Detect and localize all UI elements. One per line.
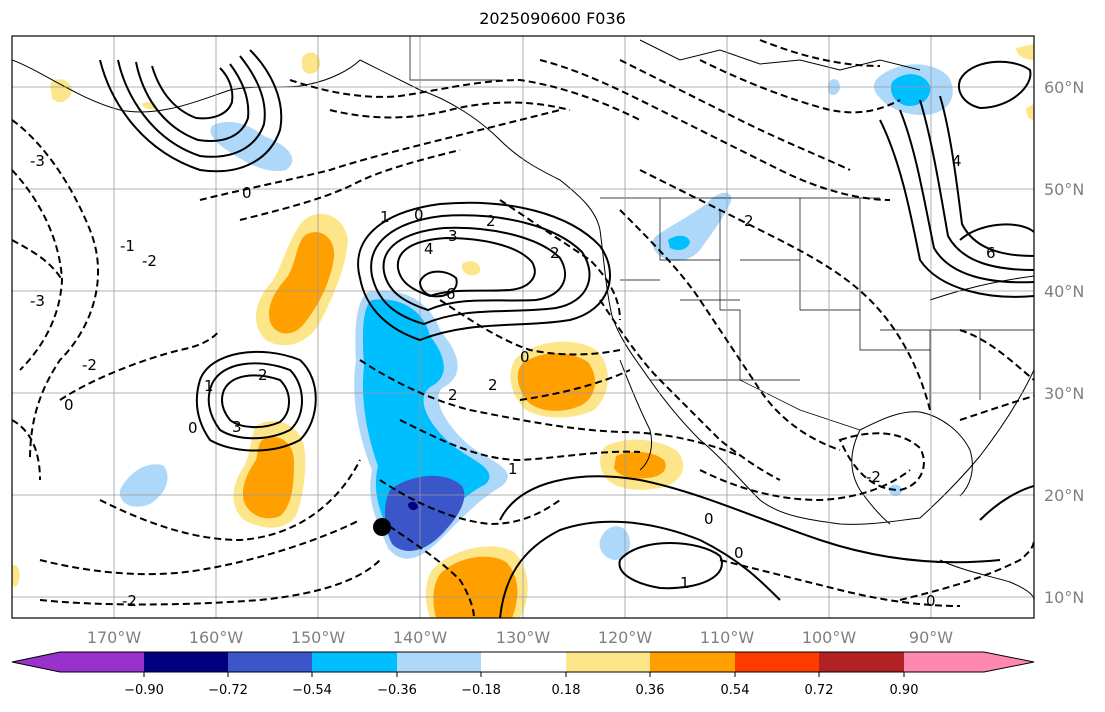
lat-label-10n: 10°N: [1044, 588, 1084, 607]
colorbar: −0.90 −0.72 −0.54 −0.36 −0.18 0.18 0.36 …: [11, 651, 1035, 698]
contour-label: 1: [380, 208, 390, 226]
lat-label-60n: 60°N: [1044, 78, 1084, 97]
lon-label-150w: 150°W: [291, 628, 346, 647]
positive-anomaly-subtropic-core: [242, 436, 294, 519]
contour-label: 0: [242, 184, 252, 202]
colorbar-tick-label: −0.90: [124, 683, 164, 698]
colorbar-tick-label: 0.72: [805, 683, 834, 698]
negative-anomaly-plains-core: [668, 235, 690, 250]
positive-anomaly-small-west: [12, 565, 20, 587]
latitude-labels: 60°N 50°N 40°N 30°N 20°N 10°N: [1044, 78, 1084, 607]
negative-anomaly-core: [408, 501, 418, 511]
contour-label: 4: [952, 152, 962, 170]
contour-label: 6: [446, 285, 456, 303]
political-borders: [409, 36, 1034, 431]
contour-label: 0: [64, 396, 74, 414]
colorbar-segment: [397, 652, 481, 672]
colorbar-tick-label: 0.90: [890, 683, 919, 698]
colorbar-segment: [904, 652, 1034, 672]
contour-label: 2: [744, 212, 754, 230]
colorbar-segment: [12, 652, 144, 672]
lon-label-100w: 100°W: [802, 628, 857, 647]
positive-anomaly-tropic-core: [433, 556, 518, 618]
lat-label-30n: 30°N: [1044, 384, 1084, 403]
contour-label: -2: [82, 356, 97, 374]
contour-label: 0: [734, 544, 744, 562]
contour-label: 1: [680, 574, 690, 592]
positive-anomaly-small-pac: [462, 261, 481, 276]
contour-label: 2: [448, 386, 458, 404]
colorbar-outline: [11, 651, 1035, 673]
contour-label: 1: [204, 377, 214, 395]
contour-label: 2: [488, 376, 498, 394]
storm-position-marker: [373, 518, 391, 536]
positive-anomaly-ne-edge: [1026, 104, 1034, 120]
contour-label: 6: [986, 244, 996, 262]
contour-label: -2: [122, 592, 137, 610]
contour-label-group: 3 4 6 2 0 1 2 -1 -2 -3 -2 0 1 0 2 3 0 0 …: [30, 152, 996, 610]
contour-label: 3: [232, 418, 242, 436]
lon-label-90w: 90°W: [909, 628, 953, 647]
colorbar-segment: [650, 652, 735, 672]
negative-anomaly-canada-core: [890, 74, 931, 106]
contour-label: 0: [704, 510, 714, 528]
contour-label: 2: [258, 366, 268, 384]
contour-label: -2: [866, 468, 881, 486]
colorbar-tick-label: −0.72: [208, 683, 248, 698]
negative-anomaly-west: [119, 464, 168, 507]
colorbar-tick-label: −0.18: [461, 683, 501, 698]
positive-anomaly-alaska: [302, 52, 321, 74]
negative-anomaly-south: [599, 526, 631, 560]
positive-anomaly-northwest: [50, 79, 72, 103]
positive-anomaly-ne: [1016, 44, 1034, 60]
colorbar-tick-label: −0.36: [377, 683, 417, 698]
lon-label-170w: 170°W: [87, 628, 142, 647]
colorbar-segment: [819, 652, 904, 672]
lon-label-140w: 140°W: [393, 628, 448, 647]
contours-positive: [99, 49, 1034, 618]
lat-label-50n: 50°N: [1044, 180, 1084, 199]
contour-label: 0: [188, 419, 198, 437]
contour-label: 3: [448, 227, 458, 245]
map-title: 2025090600 F036: [479, 9, 626, 28]
contour-label: -3: [30, 152, 45, 170]
lon-label-160w: 160°W: [189, 628, 244, 647]
colorbar-tick-label: 0.36: [636, 683, 665, 698]
colorbar-segment: [144, 652, 228, 672]
lon-label-110w: 110°W: [700, 628, 755, 647]
coastlines: [12, 39, 1034, 601]
colorbar-segment: [312, 652, 397, 672]
contours-negative: [12, 39, 1034, 618]
longitude-labels: 170°W 160°W 150°W 140°W 130°W 120°W 110°…: [87, 628, 953, 647]
contour-label: 2: [550, 244, 560, 262]
negative-anomaly-strong: [384, 475, 465, 551]
colorbar-segment: [228, 652, 312, 672]
graticule: [12, 36, 1034, 618]
contour-label: 4: [424, 240, 434, 258]
contour-label: 1: [508, 460, 518, 478]
contour-label: 0: [414, 206, 424, 224]
contour-label: -2: [142, 252, 157, 270]
contour-label: -1: [120, 237, 135, 255]
negative-anomaly-alaska: [210, 121, 293, 172]
contour-label: 0: [926, 592, 936, 610]
colorbar-segment: [481, 652, 566, 672]
negative-anomaly-plains: [652, 192, 732, 261]
lon-label-130w: 130°W: [496, 628, 551, 647]
colorbar-tick-label: −0.54: [292, 683, 332, 698]
contour-label: 0: [520, 348, 530, 366]
contour-label: 2: [486, 212, 496, 230]
map-frame: [11, 35, 1035, 619]
contour-label: -3: [30, 292, 45, 310]
colorbar-tick-label: 0.18: [552, 683, 581, 698]
lon-label-120w: 120°W: [598, 628, 653, 647]
colorbar-tick-label: 0.54: [721, 683, 750, 698]
colorbar-segment: [566, 652, 650, 672]
lat-label-20n: 20°N: [1044, 486, 1084, 505]
lat-label-40n: 40°N: [1044, 282, 1084, 301]
positive-anomaly-baja-core: [614, 451, 666, 479]
colorbar-segment: [735, 652, 819, 672]
